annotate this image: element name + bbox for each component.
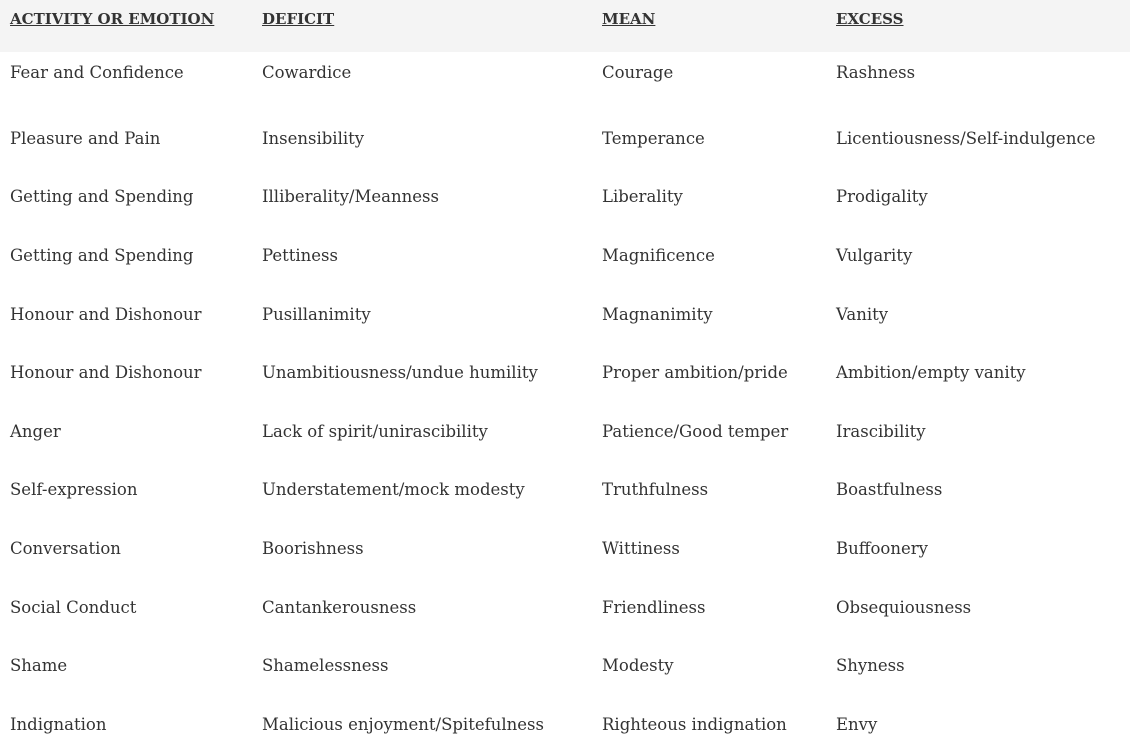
cell-activity: Honour and Dishonour (10, 304, 202, 324)
cell-excess: Boastfulness (836, 480, 943, 500)
cell-activity: Honour and Dishonour (10, 363, 202, 383)
table-body: Fear and Confidence Cowardice Courage Ra… (0, 52, 1130, 754)
cell-activity: Fear and Confidence (10, 63, 184, 82)
cell-mean: Magnanimity (602, 304, 713, 324)
table-row: Getting and Spending Illiberality/Meanne… (0, 168, 1130, 227)
cell-activity: Conversation (10, 538, 121, 558)
cell-activity: Anger (10, 421, 61, 441)
table-row: Shame Shamelessness Modesty Shyness (0, 636, 1130, 695)
cell-excess: Obsequiousness (836, 597, 972, 617)
cell-excess: Shyness (836, 656, 905, 676)
cell-activity: Indignation (10, 714, 107, 734)
cell-deficit: Understatement/mock modesty (262, 480, 525, 500)
cell-activity: Self-expression (10, 480, 138, 500)
cell-excess: Vanity (836, 304, 889, 324)
cell-mean: Patience/Good temper (602, 421, 789, 441)
cell-mean: Courage (602, 63, 674, 82)
table-row: Social Conduct Cantankerousness Friendli… (0, 578, 1130, 637)
table-row: Conversation Boorishness Wittiness Buffo… (0, 519, 1130, 578)
table-row: Pleasure and Pain Insensibility Temperan… (0, 109, 1130, 168)
cell-deficit: Pusillanimity (262, 304, 371, 324)
cell-excess: Envy (836, 714, 878, 734)
cell-mean: Righteous indignation (602, 714, 787, 734)
cell-deficit: Lack of spirit/unirascibility (262, 421, 488, 441)
cell-deficit: Cowardice (262, 63, 352, 82)
table-row: Getting and Spending Pettiness Magnifice… (0, 226, 1130, 285)
cell-excess: Prodigality (836, 187, 928, 207)
cell-mean: Friendliness (602, 597, 706, 617)
cell-mean: Liberality (602, 187, 683, 207)
header-row: ACTIVITY OR EMOTION DEFICIT MEAN EXCESS (0, 0, 1130, 52)
table-row: Honour and Dishonour Unambitiousness/und… (0, 343, 1130, 402)
cell-activity: Social Conduct (10, 597, 137, 617)
cell-activity: Getting and Spending (10, 245, 194, 265)
cell-activity: Getting and Spending (10, 187, 194, 207)
cell-excess: Licentiousness/Self-indulgence (836, 128, 1096, 148)
cell-activity: Shame (10, 656, 68, 676)
cell-deficit: Shamelessness (262, 656, 389, 676)
cell-deficit: Illiberality/Meanness (262, 187, 439, 207)
table-row: Fear and Confidence Cowardice Courage Ra… (0, 52, 1130, 109)
cell-mean: Temperance (602, 128, 705, 148)
cell-activity: Pleasure and Pain (10, 128, 161, 148)
table-row: Indignation Malicious enjoyment/Spiteful… (0, 695, 1130, 754)
header-activity: ACTIVITY OR EMOTION (10, 10, 215, 28)
cell-deficit: Boorishness (262, 538, 364, 558)
cell-mean: Truthfulness (602, 480, 709, 500)
cell-deficit: Pettiness (262, 245, 338, 265)
cell-deficit: Malicious enjoyment/Spitefulness (262, 714, 544, 734)
cell-mean: Proper ambition/pride (602, 363, 788, 383)
table-row: Anger Lack of spirit/unirascibility Pati… (0, 402, 1130, 461)
cell-mean: Magnificence (602, 245, 715, 265)
cell-deficit: Unambitiousness/undue humility (262, 363, 538, 383)
cell-deficit: Insensibility (262, 128, 365, 148)
header-mean: MEAN (602, 10, 656, 28)
table-header: ACTIVITY OR EMOTION DEFICIT MEAN EXCESS (0, 0, 1130, 52)
cell-excess: Irascibility (836, 421, 926, 441)
table-row: Honour and Dishonour Pusillanimity Magna… (0, 285, 1130, 344)
cell-deficit: Cantankerousness (262, 597, 417, 617)
header-excess: EXCESS (836, 10, 904, 28)
header-deficit: DEFICIT (262, 10, 335, 28)
cell-excess: Rashness (836, 63, 916, 82)
cell-excess: Buffoonery (836, 538, 928, 558)
cell-mean: Modesty (602, 656, 674, 676)
cell-excess: Vulgarity (836, 245, 913, 265)
table-row: Self-expression Understatement/mock mode… (0, 461, 1130, 520)
cell-mean: Wittiness (602, 538, 680, 558)
cell-excess: Ambition/empty vanity (836, 363, 1026, 383)
